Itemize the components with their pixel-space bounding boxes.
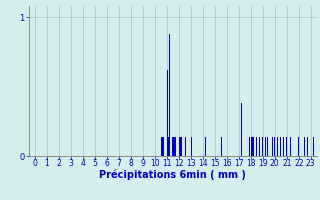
Bar (269, 137, 270, 156)
Bar (267, 137, 268, 156)
Bar (265, 137, 266, 156)
Bar (280, 137, 281, 156)
Bar (304, 137, 305, 156)
Bar (293, 137, 294, 156)
Bar (290, 137, 291, 156)
Bar (317, 137, 318, 156)
Bar (174, 137, 175, 156)
Bar (175, 137, 176, 156)
Bar (179, 137, 180, 156)
Bar (286, 137, 287, 156)
Bar (164, 137, 165, 156)
Bar (249, 137, 250, 156)
Bar (307, 137, 308, 156)
Bar (168, 137, 169, 156)
Bar (147, 137, 148, 156)
Bar (185, 137, 186, 156)
Bar (313, 137, 314, 156)
X-axis label: Précipitations 6min ( mm ): Précipitations 6min ( mm ) (100, 169, 246, 180)
Bar (167, 70, 168, 156)
Bar (251, 137, 252, 156)
Bar (259, 137, 260, 156)
Bar (256, 137, 257, 156)
Bar (191, 137, 192, 156)
Bar (205, 137, 206, 156)
Bar (162, 137, 163, 156)
Bar (173, 137, 174, 156)
Bar (272, 137, 273, 156)
Bar (221, 137, 222, 156)
Bar (169, 34, 170, 156)
Bar (283, 137, 284, 156)
Bar (171, 100, 172, 156)
Bar (180, 137, 181, 156)
Bar (241, 103, 242, 156)
Bar (274, 137, 275, 156)
Bar (234, 137, 235, 156)
Bar (298, 137, 299, 156)
Bar (262, 137, 263, 156)
Bar (252, 137, 253, 156)
Bar (253, 137, 254, 156)
Bar (181, 137, 182, 156)
Bar (161, 137, 162, 156)
Bar (277, 137, 278, 156)
